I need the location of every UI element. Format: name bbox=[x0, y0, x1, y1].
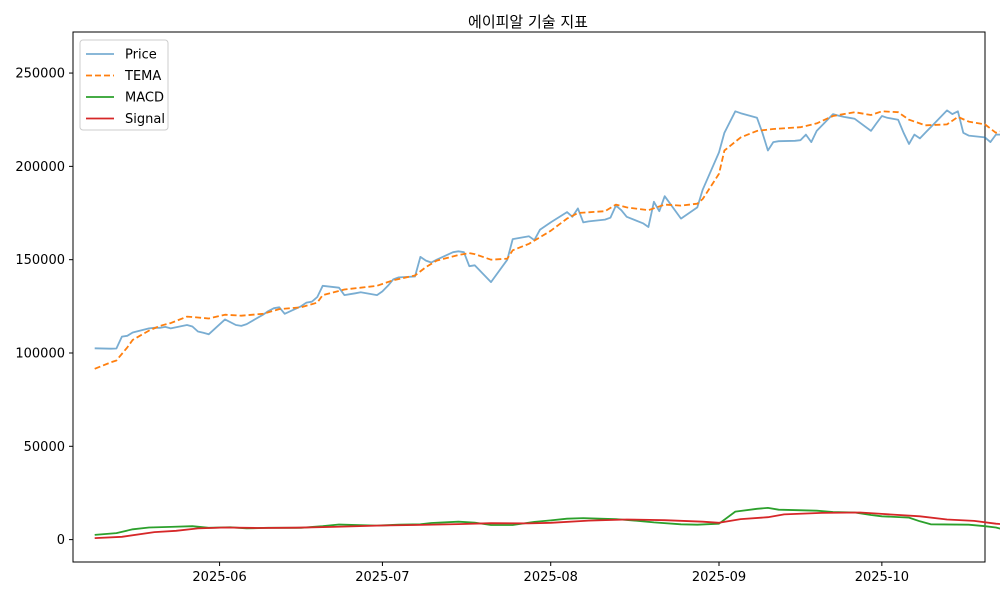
legend-label-macd: MACD bbox=[125, 91, 164, 106]
legend-box bbox=[79, 39, 169, 131]
x-tick-label: 2025-10 bbox=[855, 570, 909, 585]
legend-label-signal: Signal bbox=[125, 112, 165, 127]
y-axis: 0 50000 100000 150000 200000 250000 bbox=[15, 67, 73, 548]
y-tick-label: 50000 bbox=[24, 440, 65, 455]
series-line-tema bbox=[94, 110, 1000, 370]
series-layer bbox=[94, 109, 1000, 539]
x-tick-label: 2025-09 bbox=[692, 570, 746, 585]
series-line-price bbox=[94, 109, 1000, 350]
y-tick-label: 150000 bbox=[15, 253, 65, 268]
y-tick-label: 200000 bbox=[15, 160, 65, 175]
series-line-signal bbox=[94, 511, 1000, 539]
y-tick-label: 100000 bbox=[15, 346, 65, 361]
plot-area bbox=[72, 31, 986, 563]
x-axis: 2025-06 2025-07 2025-08 2025-09 2025-10 bbox=[192, 562, 909, 585]
x-tick-label: 2025-06 bbox=[192, 570, 246, 585]
legend-label-price: Price bbox=[125, 48, 157, 63]
y-tick-label: 250000 bbox=[15, 67, 65, 82]
y-tick-label: 0 bbox=[57, 533, 65, 548]
x-tick-label: 2025-07 bbox=[355, 570, 409, 585]
chart-title: 에이피알 기술 지표 bbox=[468, 13, 588, 31]
legend: Price TEMA MACD Signal bbox=[79, 39, 169, 131]
x-tick-label: 2025-08 bbox=[524, 570, 578, 585]
legend-label-tema: TEMA bbox=[124, 69, 161, 84]
